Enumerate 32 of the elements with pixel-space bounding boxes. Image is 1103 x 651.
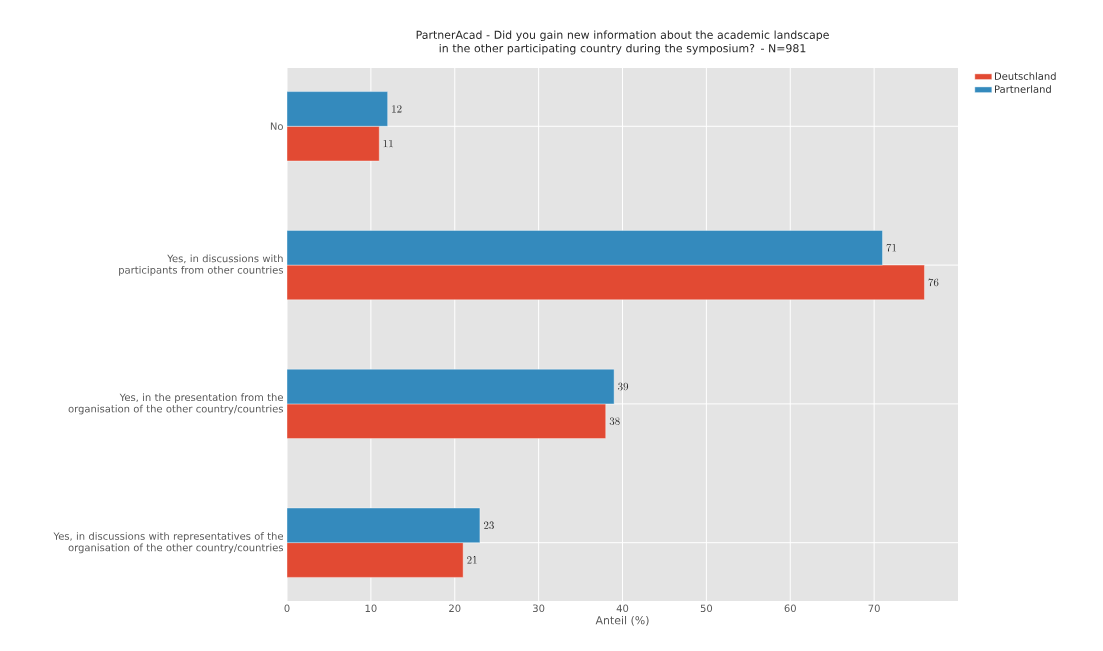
bar [287,507,481,543]
chart-title: PartnerAcad - Did you gain new information about the academic landscape in the other participating country during the symposium? - N=981 [416,30,829,55]
bar [287,91,388,127]
x-tick-label: 20 [449,604,461,613]
x-tick-label: 70 [868,604,880,613]
x-tick-label: 60 [784,604,796,613]
bar [287,264,925,300]
data-label: 23 [483,521,494,530]
y-tick-label: Yes, in the presentation from the organisation of the other country/countries [68,393,284,415]
bar [287,403,606,439]
bar [287,542,464,578]
bar [287,368,615,405]
data-label: 76 [928,278,939,287]
x-tick-label: 10 [365,604,377,613]
bar [287,230,883,266]
data-label: 39 [618,382,629,391]
y-tick-label: No [270,122,283,130]
legend-label: Partnerland [995,85,1051,93]
y-tick-label: Yes, in discussions with participants from other countries [119,254,283,276]
data-label: 38 [609,417,620,425]
x-axis-title: Anteil (%) [595,615,649,626]
x-tick-label: 40 [616,604,629,613]
x-tick-label: 30 [533,604,545,613]
x-tick-label: 0 [284,604,290,613]
x-tick-label: 50 [700,604,713,613]
data-label: 71 [886,243,897,252]
bar [287,126,380,162]
y-tick-label: Yes, in discussions with representatives of the organisation of the other country/countries [53,532,284,554]
data-label: 11 [383,139,393,148]
data-label: 21 [467,556,477,564]
data-label: 12 [392,105,402,113]
legend-label: Deutschland [995,72,1056,80]
